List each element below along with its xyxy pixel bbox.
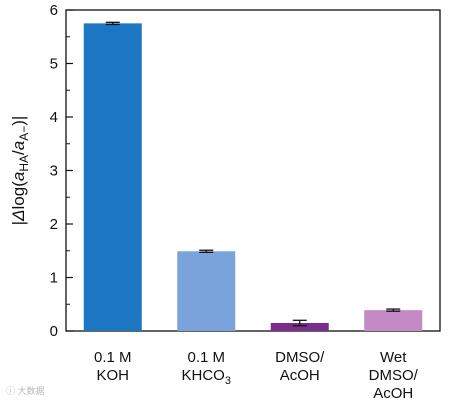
- y-tick-label: 0: [50, 323, 58, 340]
- watermark: ⓘ 大数据: [6, 386, 45, 396]
- y-tick-label: 6: [50, 2, 58, 19]
- bar: [177, 251, 236, 331]
- x-category-label: 0.1 M: [94, 349, 132, 366]
- y-ticks-group: 0 1 2 3 4 5 6: [50, 2, 73, 340]
- x-category-label: Wet: [380, 349, 407, 366]
- bar: [83, 23, 142, 331]
- y-axis-label-group: |Δlog(aHA/aA−)|: [9, 116, 31, 226]
- bar: [364, 310, 423, 331]
- error-bars-group: [105, 21, 401, 327]
- x-category-label: AcOH: [373, 385, 413, 402]
- y-tick-label: 5: [50, 56, 58, 73]
- x-category-label: KHCO3: [182, 367, 231, 387]
- x-category-label: KOH: [96, 367, 129, 384]
- y-tick-label: 2: [50, 216, 58, 233]
- bars-group: [83, 23, 423, 331]
- y-tick-label: 3: [50, 163, 58, 180]
- x-category-label: AcOH: [280, 367, 320, 384]
- x-category-label: DMSO/: [369, 367, 419, 384]
- y-tick-label: 1: [50, 270, 58, 287]
- y-axis-label: |Δlog(aHA/aA−)|: [9, 116, 31, 226]
- bar: [270, 322, 329, 331]
- x-category-label: DMSO/: [275, 349, 325, 366]
- y-tick-label: 4: [50, 109, 58, 126]
- x-category-label: 0.1 M: [187, 349, 225, 366]
